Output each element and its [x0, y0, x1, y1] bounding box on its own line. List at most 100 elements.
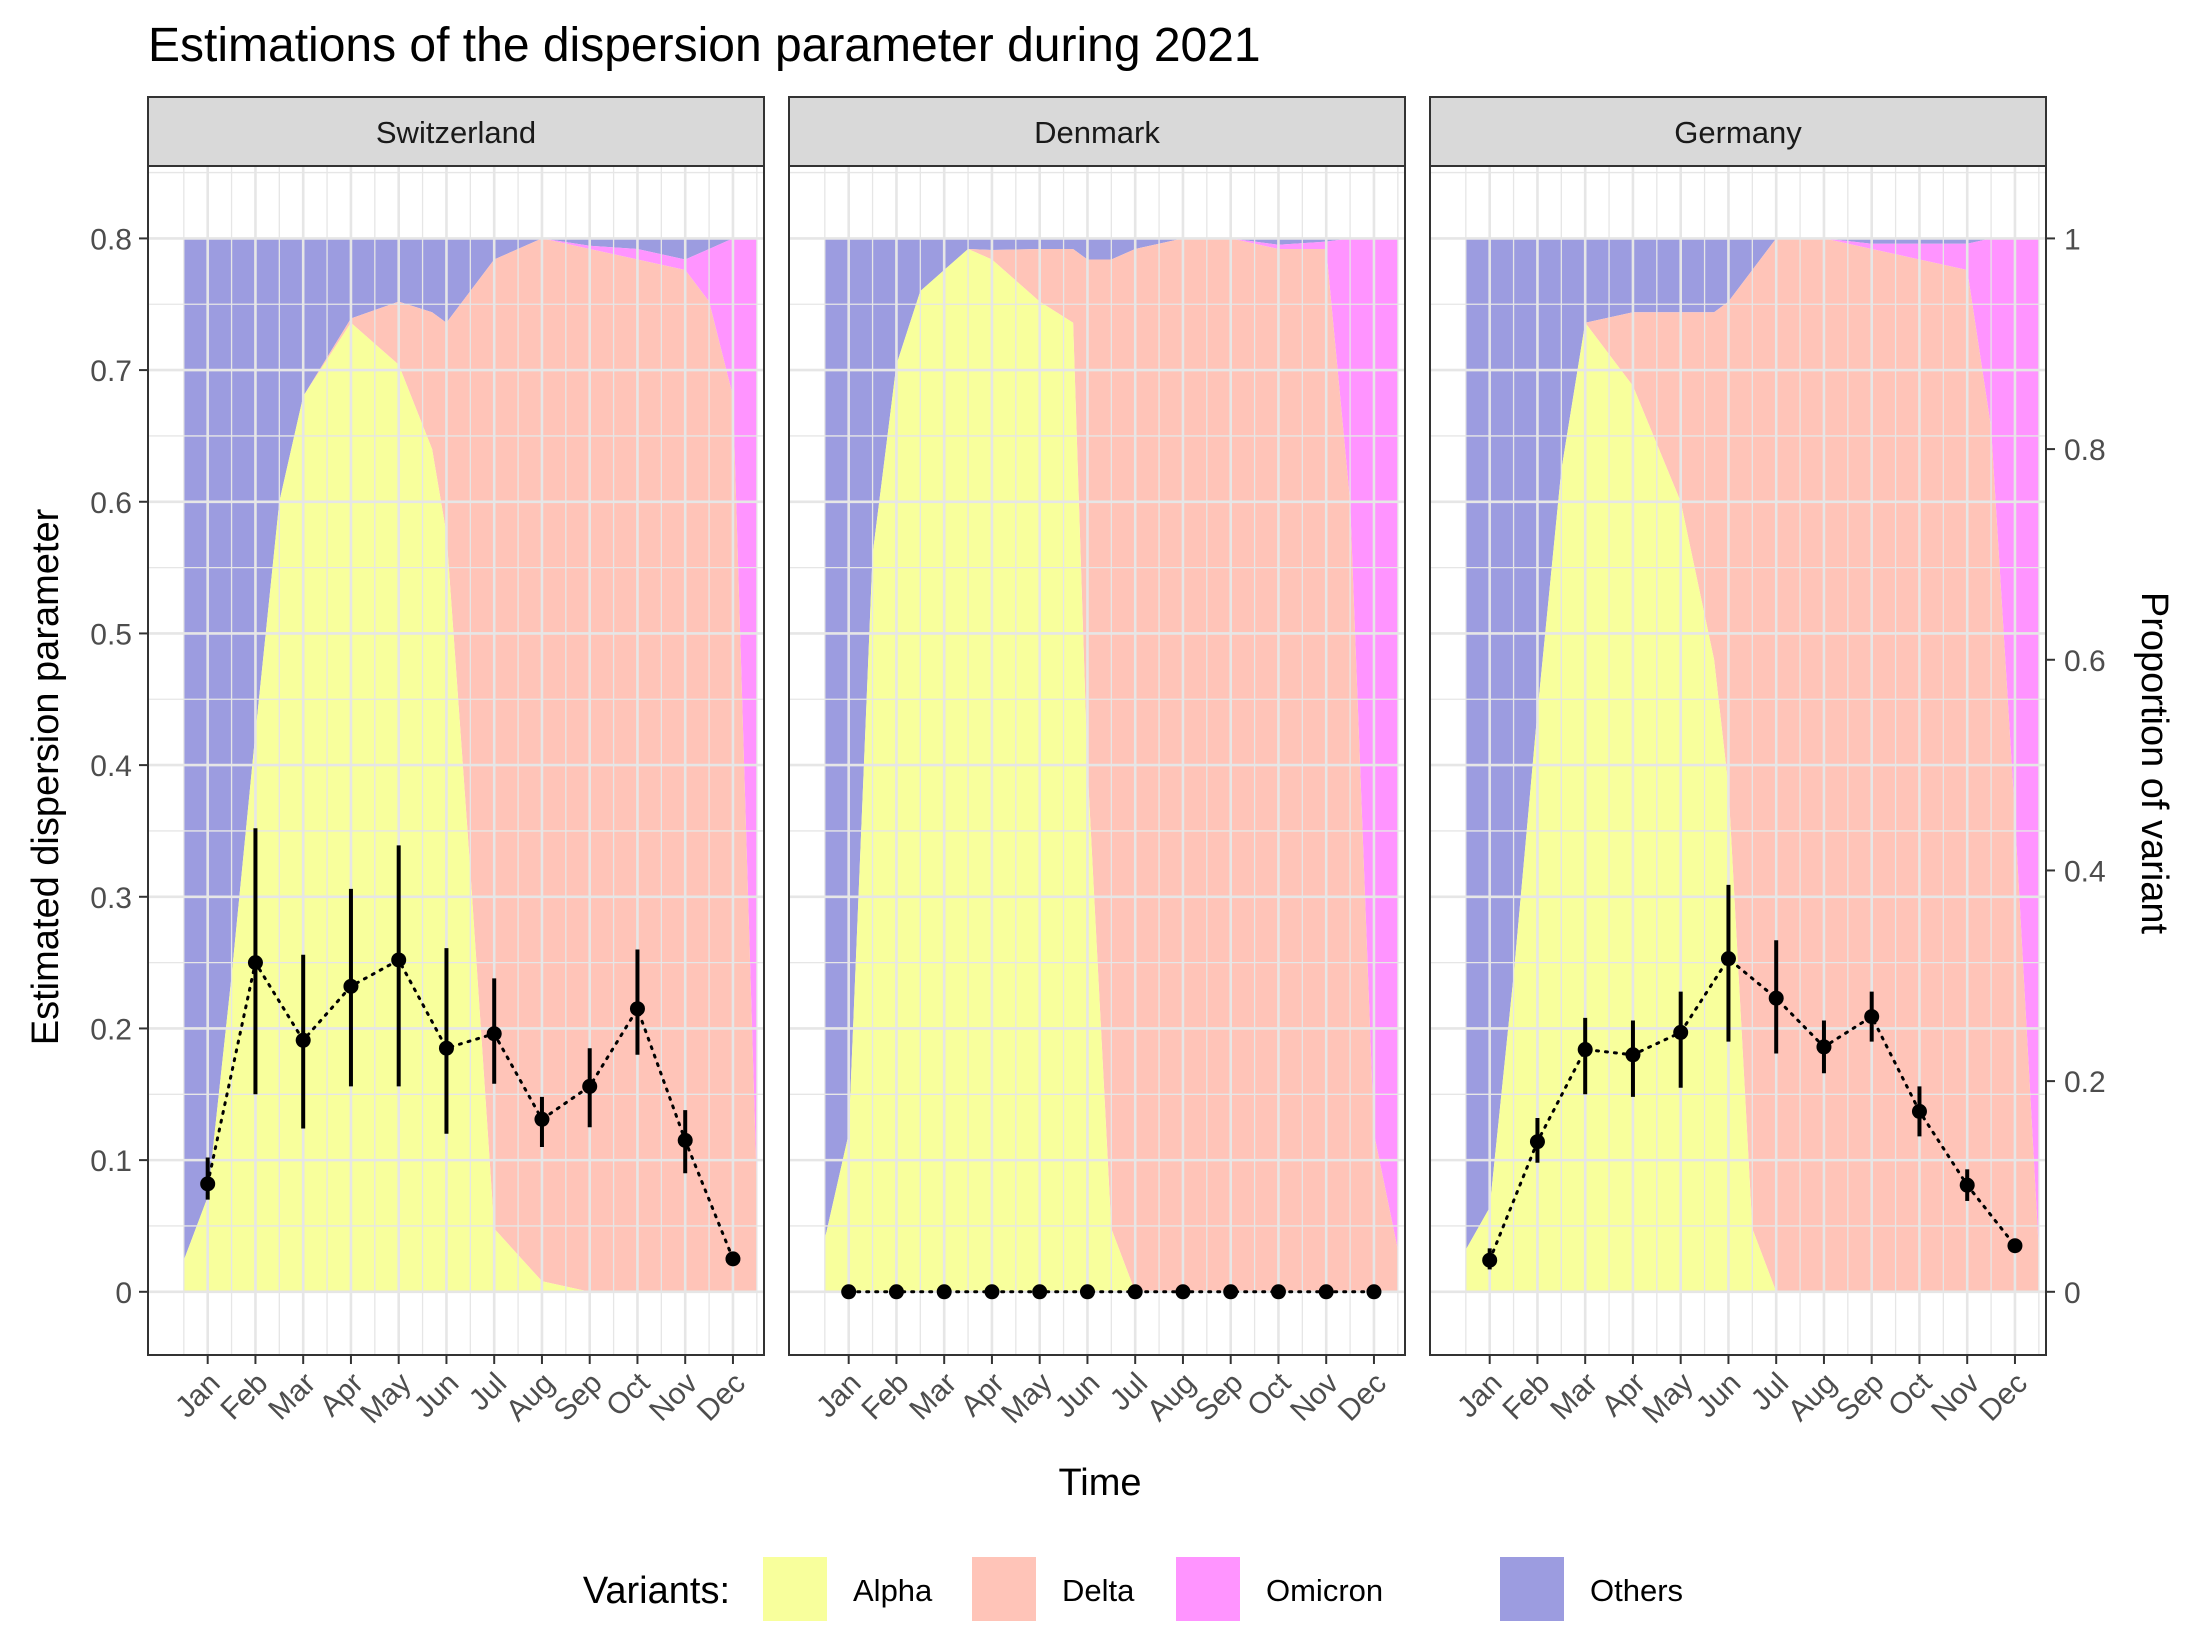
grid-lines	[148, 166, 764, 1355]
estimate-point	[534, 1111, 550, 1127]
legend-label: Delta	[1062, 1573, 1135, 1608]
y-axis-right: 0 0.2 0.4 0.6 0.8 1	[2046, 223, 2106, 1310]
estimate-point	[1864, 1009, 1880, 1025]
x-tick-label: Sep	[1189, 1367, 1250, 1428]
x-tick-label: Oct	[1241, 1366, 1298, 1423]
x-tick-label: Jan	[810, 1367, 868, 1425]
estimate-point	[1720, 951, 1736, 967]
x-tick-label: Feb	[855, 1367, 915, 1427]
x-tick-label: Aug	[1141, 1367, 1202, 1428]
facet-panel: GermanyJanFebMarAprMayJunJulAugSepOctNov…	[1429, 96, 2047, 1430]
estimate-point	[1032, 1284, 1048, 1300]
estimate-point	[1768, 990, 1784, 1006]
facet-strip-label: Switzerland	[376, 115, 536, 150]
x-tick-label: Nov	[1925, 1367, 1986, 1428]
estimate-point	[1959, 1177, 1975, 1193]
estimate-point	[295, 1032, 311, 1048]
estimate-point	[1625, 1047, 1641, 1063]
x-tick-label: May	[1636, 1367, 1699, 1430]
y-tick-label: 0.5	[90, 618, 132, 651]
grid-lines	[1430, 166, 2046, 1355]
area-others	[1465, 238, 2039, 1250]
y2-tick-label: 0	[2064, 1277, 2081, 1310]
x-tick-label: Nov	[643, 1367, 704, 1428]
estimate-point	[1366, 1284, 1382, 1300]
x-tick-label: Dec	[1332, 1367, 1393, 1428]
legend-key-alpha	[763, 1557, 827, 1621]
legend-label: Omicron	[1266, 1573, 1383, 1608]
y-tick-label: 0.3	[90, 882, 132, 915]
y2-tick-label: 0.4	[2064, 855, 2106, 888]
estimate-point	[677, 1132, 693, 1148]
y-axis-left: 0 0.1 0.2 0.3 0.4 0.5 0.6 0.7 0.8	[90, 223, 148, 1310]
facet-strip	[147, 96, 765, 167]
legend-key-delta	[972, 1557, 1036, 1621]
y-tick-label: 0.8	[90, 223, 132, 256]
estimate-point	[936, 1284, 952, 1300]
area-omicron	[1465, 238, 2039, 1250]
x-tick-label: Jan	[169, 1367, 227, 1425]
legend-key-omicron	[1176, 1557, 1240, 1621]
chart-title: Estimations of the dispersion parameter …	[148, 19, 1261, 72]
y-tick-label: 0.7	[90, 355, 132, 388]
x-tick-label: Feb	[214, 1367, 274, 1427]
estimate-point	[1318, 1284, 1334, 1300]
estimate-point	[1127, 1284, 1143, 1300]
facet-panel: SwitzerlandJanFebMarAprMayJunJulAugSepOc…	[147, 96, 765, 1430]
estimate-point	[486, 1026, 502, 1042]
estimate-point	[438, 1040, 454, 1056]
estimate-point	[1529, 1134, 1545, 1150]
x-tick-label: Sep	[548, 1367, 609, 1428]
y2-tick-label: 0.2	[2064, 1066, 2106, 1099]
panel-border	[1429, 165, 2047, 1356]
estimate-point	[582, 1078, 598, 1094]
x-tick-label: Jun	[1049, 1367, 1107, 1425]
legend-title: Variants:	[583, 1570, 730, 1612]
legend-label: Alpha	[853, 1573, 933, 1608]
y2-tick-label: 0.8	[2064, 434, 2106, 467]
estimate-point	[629, 1001, 645, 1017]
x-tick-label: Mar	[1544, 1367, 1604, 1427]
facet-strip-label: Denmark	[1034, 115, 1160, 150]
x-tick-label: Jun	[408, 1367, 466, 1425]
x-tick-label: Aug	[1782, 1367, 1843, 1428]
y-tick-label: 0.4	[90, 750, 132, 783]
grid-lines	[789, 166, 1405, 1355]
estimate-point	[1482, 1252, 1498, 1268]
estimate-point	[2007, 1238, 2023, 1254]
estimate-point	[1270, 1284, 1286, 1300]
x-tick-label: Jan	[1451, 1367, 1509, 1425]
area-others	[183, 238, 757, 1261]
x-tick-label: Oct	[600, 1366, 657, 1423]
estimate-point	[343, 978, 359, 994]
x-tick-label: May	[354, 1367, 417, 1430]
estimate-point	[1079, 1284, 1095, 1300]
estimate-point	[1673, 1024, 1689, 1040]
estimate-point	[1816, 1039, 1832, 1055]
x-tick-label: Nov	[1284, 1367, 1345, 1428]
estimate-point	[725, 1251, 741, 1267]
x-tick-label: Mar	[262, 1367, 322, 1427]
y-axis-label: Estimated dispersion parameter	[25, 508, 67, 1045]
estimate-point	[247, 955, 263, 971]
x-tick-label: May	[995, 1367, 1058, 1430]
area-omicron	[824, 238, 1398, 1250]
panel-border	[147, 165, 765, 1356]
y2-tick-label: 1	[2064, 223, 2081, 256]
estimate-point	[841, 1284, 857, 1300]
legend-key-others	[1500, 1557, 1564, 1621]
y-tick-label: 0.6	[90, 487, 132, 520]
facet-panel: DenmarkJanFebMarAprMayJunJulAugSepOctNov…	[788, 96, 1406, 1430]
x-tick-label: Feb	[1496, 1367, 1556, 1427]
y-tick-label: 0.2	[90, 1013, 132, 1046]
estimate-line	[206, 957, 735, 1261]
x-tick-label: Dec	[691, 1367, 752, 1428]
legend: Variants: Alpha Delta Omicron Others	[583, 1557, 1683, 1621]
legend-label: Others	[1590, 1573, 1683, 1608]
estimate-point	[1175, 1284, 1191, 1300]
area-others	[824, 238, 1398, 1240]
facet-strip	[788, 96, 1406, 167]
y2-axis-label: Proportion of variant	[2133, 592, 2175, 935]
estimate-point	[1577, 1042, 1593, 1058]
